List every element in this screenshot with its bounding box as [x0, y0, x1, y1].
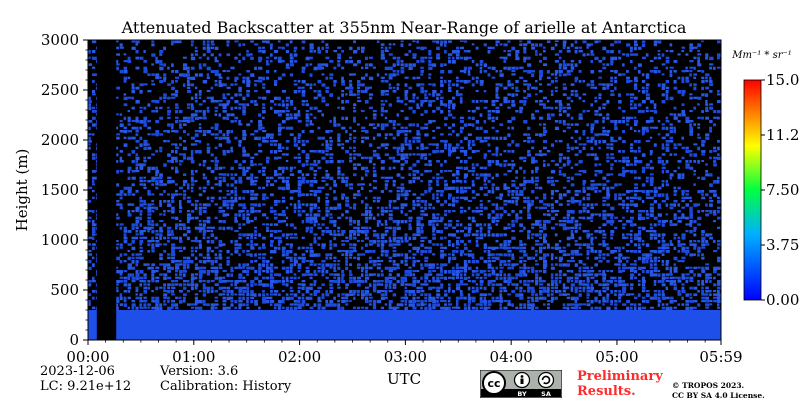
x-tick-label: 03:00: [384, 348, 427, 366]
x-tick-label: 02:00: [278, 348, 321, 366]
colorbar-tick-label: 3.75: [766, 236, 799, 254]
y-tick-label: 2500: [41, 81, 79, 99]
colorbar: Mm⁻¹ * sr⁻¹ 0.00 3.75 7.50 11.25 15.00: [731, 50, 800, 309]
footer-date: 2023-12-06: [40, 364, 115, 379]
colorbar-ticks: 0.00 3.75 7.50 11.25 15.00: [761, 71, 800, 309]
colorbar-tick-label: 11.25: [766, 126, 800, 144]
y-tick-label: 1000: [41, 231, 79, 249]
cc-by-sa-badge: cc BY SA: [480, 370, 562, 398]
footer-version: Version: 3.6: [160, 364, 238, 379]
y-tick-label: 0: [69, 331, 79, 349]
preliminary-line-1: Preliminary: [577, 369, 663, 384]
colorbar-tick-label: 7.50: [766, 181, 799, 199]
colorbar-gradient: [744, 80, 761, 300]
colorbar-tick-label: 0.00: [766, 291, 799, 309]
y-tick-label: 2000: [41, 131, 79, 149]
x-tick-label: 05:59: [699, 348, 742, 366]
surface-layer: [88, 310, 721, 340]
x-axis-label: UTC: [387, 370, 421, 388]
footer-calibration: Calibration: History: [160, 379, 291, 394]
colorbar-tick-label: 15.00: [766, 71, 800, 89]
y-tick-label: 1500: [41, 181, 79, 199]
plot-area: [88, 40, 721, 340]
copyright-line-1: © TROPOS 2023.: [672, 381, 765, 391]
no-data-gap: [97, 40, 116, 340]
x-tick-label: 05:00: [595, 348, 638, 366]
preliminary-line-2: Results.: [577, 384, 663, 399]
chart-title: Attenuated Backscatter at 355nm Near-Ran…: [121, 18, 687, 37]
badge-by-text: BY: [517, 390, 527, 398]
copyright-notice: © TROPOS 2023. CC BY SA 4.0 License.: [672, 381, 765, 401]
y-axis-label: Height (m): [13, 149, 31, 232]
y-tick-label: 500: [50, 281, 79, 299]
y-axis: 0 500 1000 1500 2000 2500 3000: [41, 31, 88, 349]
footer-lc: LC: 9.21e+12: [40, 379, 131, 394]
badge-sa-text: SA: [541, 390, 551, 398]
x-tick-label: 04:00: [490, 348, 533, 366]
y-tick-label: 3000: [41, 31, 79, 49]
preliminary-notice: Preliminary Results.: [577, 369, 663, 399]
colorbar-unit: Mm⁻¹ * sr⁻¹: [731, 50, 792, 61]
